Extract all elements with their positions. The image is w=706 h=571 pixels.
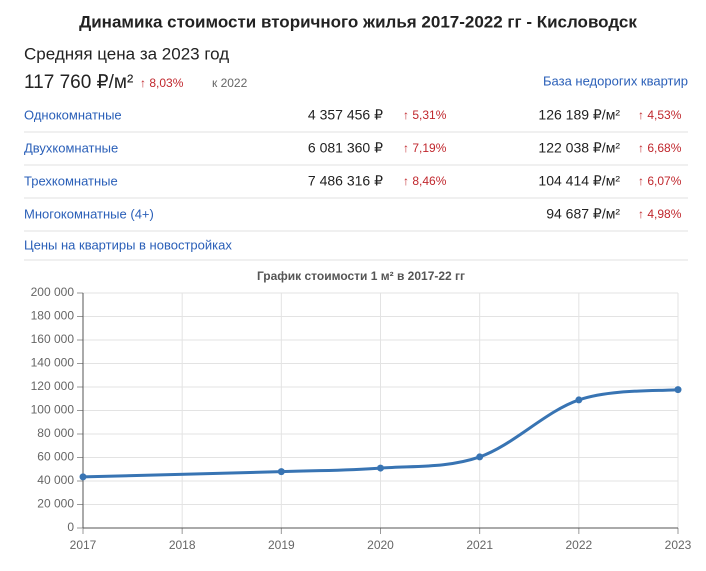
y-tick-label: 180 000	[31, 309, 75, 323]
y-tick-label: 80 000	[37, 426, 74, 440]
y-tick-label: 60 000	[37, 450, 74, 464]
row-name[interactable]: Двухкомнатные	[24, 140, 118, 155]
x-tick-label: 2023	[665, 538, 692, 552]
point	[277, 468, 285, 476]
y-tick-label: 140 000	[31, 356, 75, 370]
point	[377, 464, 384, 472]
y-tick-label: 120 000	[31, 379, 75, 393]
y-tick-label: 200 000	[31, 285, 75, 299]
y-tick-label: 20 000	[37, 497, 74, 511]
row-per-m2: 122 038 ₽/м²	[538, 140, 620, 156]
x-tick-label: 2018	[169, 538, 196, 552]
point	[79, 473, 87, 481]
row-per-m2: 94 687 ₽/м²	[546, 206, 620, 222]
x-tick-label: 2017	[70, 538, 97, 552]
row-per-m2-change: ↑ 6,07%	[638, 174, 682, 188]
row-price-change: ↑ 8,46%	[403, 174, 447, 188]
x-tick-label: 2020	[367, 538, 394, 552]
x-tick-label: 2022	[565, 538, 592, 552]
y-tick-label: 40 000	[37, 473, 74, 487]
row-price: 4 357 456 ₽	[308, 107, 383, 123]
row-name[interactable]: Многокомнатные (4+)	[24, 206, 154, 221]
y-tick-label: 100 000	[31, 403, 75, 417]
compare-year: к 2022	[212, 76, 248, 90]
row-name[interactable]: Однокомнатные	[24, 107, 122, 122]
x-tick-label: 2021	[466, 538, 493, 552]
line	[82, 388, 679, 479]
subtitle: Средняя цена за 2023 год	[24, 44, 229, 63]
page-title: Динамика стоимости вторичного жилья 2017…	[79, 12, 637, 31]
row-per-m2-change: ↑ 4,98%	[638, 207, 682, 221]
point	[476, 453, 484, 461]
row-per-m2: 126 189 ₽/м²	[538, 107, 620, 123]
x-tick-label: 2019	[268, 538, 295, 552]
row-price: 6 081 360 ₽	[308, 140, 383, 156]
row-per-m2: 104 414 ₽/м²	[538, 173, 620, 189]
chart-title: График стоимости 1 м² в 2017-22 гг	[257, 269, 465, 283]
point	[674, 386, 682, 394]
avg-price: 117 760 ₽/м²	[24, 72, 133, 93]
avg-change: ↑ 8,03%	[140, 76, 184, 90]
row-price: 7 486 316 ₽	[308, 173, 383, 189]
row-price-change: ↑ 7,19%	[403, 141, 447, 155]
point	[575, 396, 583, 404]
row-price-change: ↑ 5,31%	[403, 108, 447, 122]
cheap-link[interactable]: База недорогих квартир	[543, 73, 688, 88]
new-buildings-link[interactable]: Цены на квартиры в новостройках	[24, 237, 232, 252]
row-per-m2-change: ↑ 6,68%	[638, 141, 682, 155]
y-tick-label: 0	[67, 520, 74, 534]
row-per-m2-change: ↑ 4,53%	[638, 108, 682, 122]
y-tick-label: 160 000	[31, 332, 75, 346]
row-name[interactable]: Трехкомнатные	[24, 173, 118, 188]
